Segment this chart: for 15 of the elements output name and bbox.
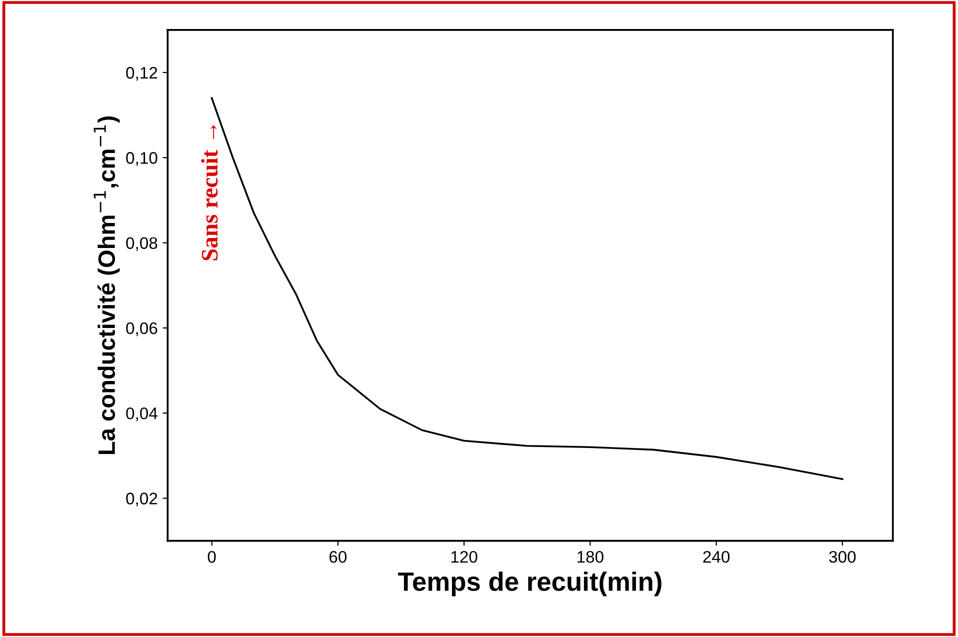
y-axis-title: La conductivité (Ohm$^{−1}$,cm$^{−1}$) [94,116,120,454]
y-tick-label: 0,06 [126,322,158,336]
y-tick-label: 0,04 [126,407,158,422]
y-tick-label: 0,10 [126,152,158,166]
x-tick-label: 120 [451,550,478,563]
annotation: Sans recuit → [201,125,218,260]
x-tick-label: 300 [829,550,856,563]
y-tick-label: 0,02 [126,492,158,506]
x-tick-label: 0 [208,550,216,563]
x-axis-title: Temps de recuit(min) [398,572,662,596]
x-tick-label: 60 [329,550,347,563]
x-tick-label: 240 [703,550,730,563]
y-tick-label: 0,08 [126,237,158,251]
x-tick-label: 180 [578,550,604,563]
y-tick-label: 0,12 [126,66,158,81]
